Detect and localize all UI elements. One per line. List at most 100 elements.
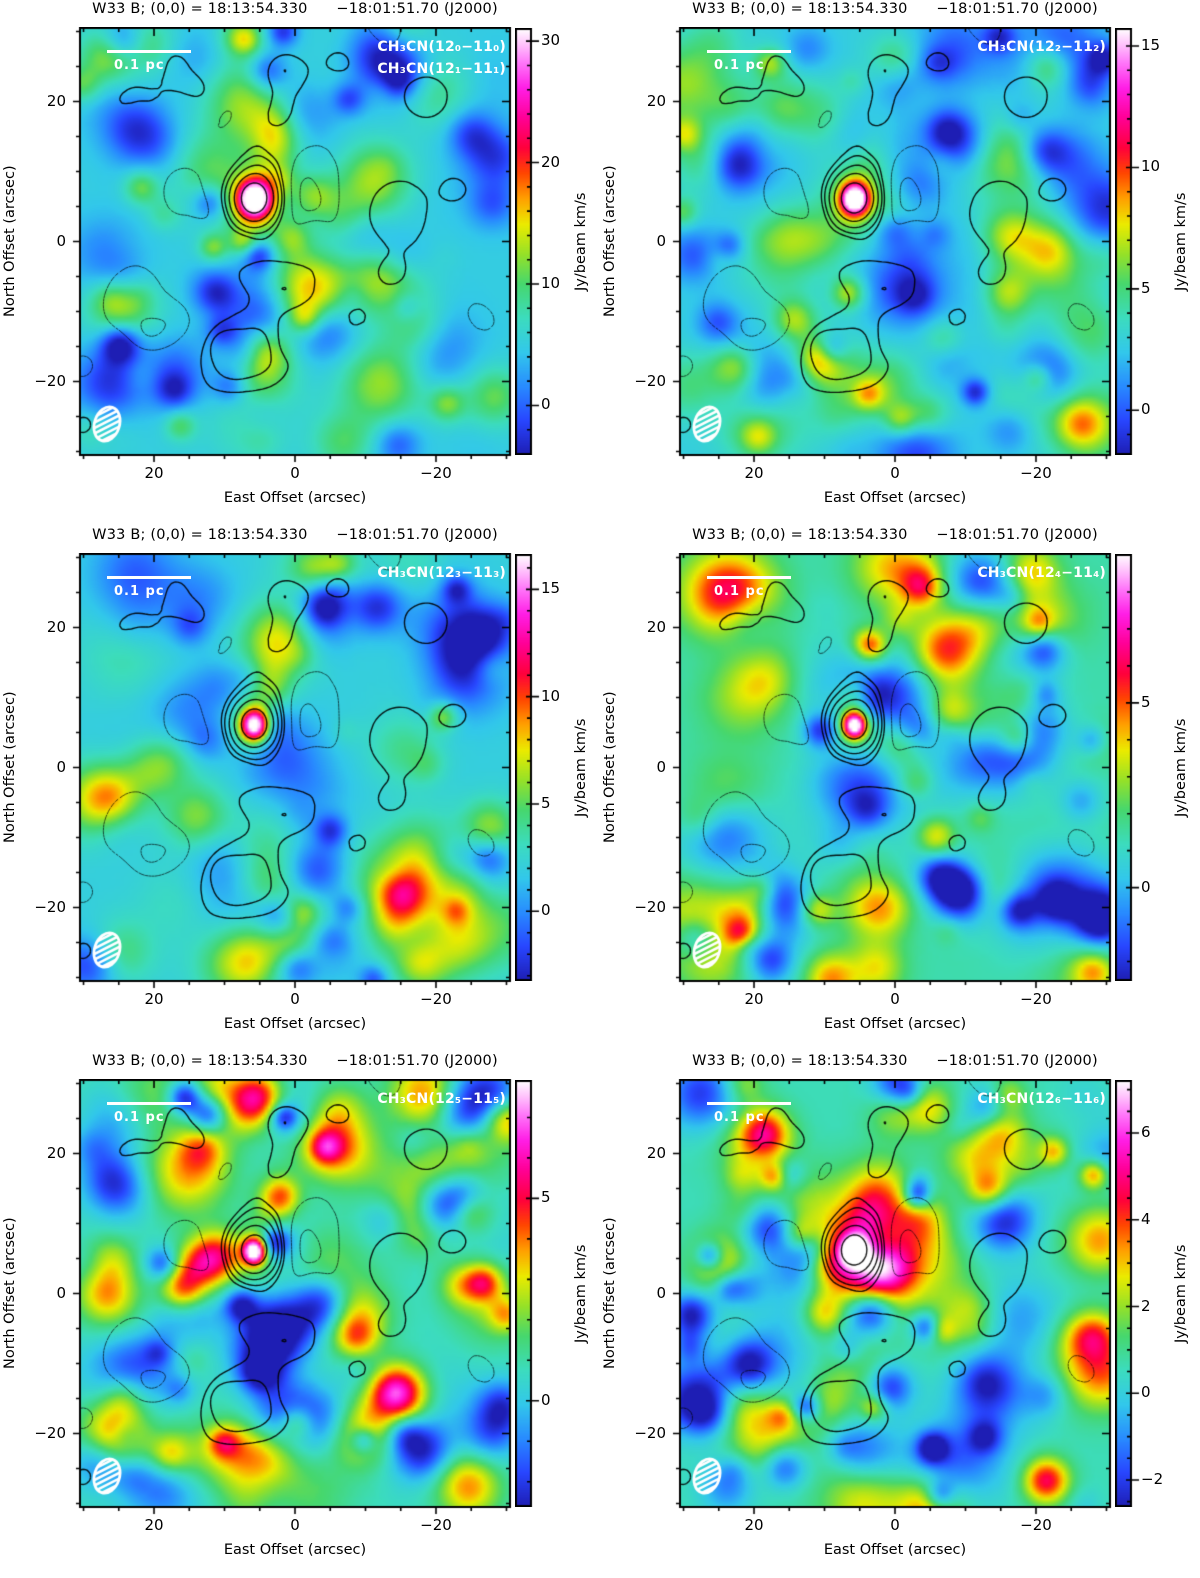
panel-title: W33 B; (0,0) = 18:13:54.330 −18:01:51.70…: [92, 1053, 498, 1069]
y-tick-label: 20: [646, 617, 666, 636]
x-axis-label: East Offset (arcsec): [823, 490, 967, 506]
transition-line-2: CH₃CN(12₁−11₁): [377, 61, 506, 77]
transition-line-1: CH₃CN(12₅−11₅): [377, 1091, 506, 1107]
intensity-map-canvas: [672, 553, 1112, 989]
y-tick-label: 0: [656, 231, 666, 250]
colorbar-tick-label: 0: [1141, 1383, 1151, 1402]
intensity-map-canvas: [672, 1079, 1112, 1515]
colorbar-unit-label: Jy/beam km/s: [1173, 192, 1189, 291]
x-tick-label: −20: [420, 464, 452, 482]
x-tick-label: −20: [1020, 464, 1052, 482]
colorbar-tick-label: 5: [541, 793, 551, 812]
colorbar-canvas: [1115, 554, 1141, 981]
colorbar-unit-label: Jy/beam km/s: [573, 192, 589, 291]
colorbar-tick-label: 6: [1141, 1123, 1151, 1142]
colorbar-tick-label: 10: [1141, 157, 1161, 176]
colorbar-unit-label: Jy/beam km/s: [573, 1244, 589, 1343]
colorbar-unit-label: Jy/beam km/s: [1173, 1244, 1189, 1343]
x-tick-label: 20: [144, 990, 164, 1008]
colorbar-tick-label: 15: [1141, 36, 1161, 54]
x-tick-label: −20: [420, 1516, 452, 1534]
transition-label: CH₃CN(12₀−11₀) CH₃CN(12₁−11₁): [377, 36, 506, 80]
transition-line-1: CH₃CN(12₆−11₆): [977, 1091, 1106, 1107]
colorbar-canvas: [515, 554, 541, 981]
x-axis-label: East Offset (arcsec): [823, 1016, 967, 1032]
colorbar-tick-label: 0: [541, 395, 551, 414]
colorbar-tick-label: 10: [541, 686, 561, 705]
y-tick-label: 0: [56, 231, 66, 250]
x-axis-label: East Offset (arcsec): [823, 1542, 967, 1558]
x-tick-label: −20: [420, 990, 452, 1008]
map-panel-k5: W33 B; (0,0) = 18:13:54.330 −18:01:51.70…: [0, 1052, 600, 1578]
scalebar-line: [107, 576, 191, 579]
x-tick-label: 20: [744, 464, 764, 482]
colorbar-tick-label: 0: [541, 1390, 551, 1409]
scalebar-label: 0.1 pc: [714, 58, 765, 73]
x-tick-label: 20: [744, 990, 764, 1008]
intensity-map-canvas: [72, 1079, 512, 1515]
map-panel-k0k1: W33 B; (0,0) = 18:13:54.330 −18:01:51.70…: [0, 0, 600, 526]
x-axis-label: East Offset (arcsec): [223, 490, 367, 506]
scalebar-label: 0.1 pc: [114, 1110, 165, 1125]
y-tick-label: 20: [646, 1143, 666, 1162]
scalebar-label: 0.1 pc: [114, 58, 165, 73]
colorbar-canvas: [515, 28, 541, 455]
transition-label: CH₃CN(12₃−11₃): [377, 562, 506, 584]
x-tick-label: 0: [290, 464, 300, 482]
colorbar-unit-label: Jy/beam km/s: [1173, 718, 1189, 817]
colorbar-tick-label: 2: [1141, 1296, 1151, 1315]
x-tick-label: 0: [290, 1516, 300, 1534]
x-tick-label: 20: [744, 1516, 764, 1534]
scalebar-label: 0.1 pc: [714, 584, 765, 599]
x-axis-label: East Offset (arcsec): [223, 1542, 367, 1558]
panel-title: W33 B; (0,0) = 18:13:54.330 −18:01:51.70…: [692, 1, 1098, 17]
colorbar-tick-label: 30: [541, 31, 561, 50]
transition-label: CH₃CN(12₂−11₂): [977, 36, 1106, 58]
x-tick-label: −20: [1020, 990, 1052, 1008]
y-tick-label: −20: [34, 897, 66, 916]
colorbar-tick-label: −2: [1141, 1469, 1164, 1488]
x-tick-label: 20: [144, 464, 164, 482]
y-tick-label: 0: [656, 1283, 666, 1302]
panel-title: W33 B; (0,0) = 18:13:54.330 −18:01:51.70…: [692, 527, 1098, 543]
map-panel-k3: W33 B; (0,0) = 18:13:54.330 −18:01:51.70…: [0, 526, 600, 1052]
transition-label: CH₃CN(12₅−11₅): [377, 1088, 506, 1110]
colorbar-tick-label: 0: [1141, 400, 1151, 419]
colorbar-canvas: [1115, 1080, 1141, 1507]
colorbar-tick-label: 4: [1141, 1209, 1151, 1228]
panel-title: W33 B; (0,0) = 18:13:54.330 −18:01:51.70…: [92, 1, 498, 17]
colorbar-tick-label: 0: [541, 901, 551, 920]
map-panel-k6: W33 B; (0,0) = 18:13:54.330 −18:01:51.70…: [600, 1052, 1200, 1578]
y-tick-label: 0: [56, 757, 66, 776]
colorbar-tick-label: 15: [541, 579, 561, 598]
scalebar-line: [707, 1102, 791, 1105]
map-panel-k4: W33 B; (0,0) = 18:13:54.330 −18:01:51.70…: [600, 526, 1200, 1052]
map-panel-k2: W33 B; (0,0) = 18:13:54.330 −18:01:51.70…: [600, 0, 1200, 526]
transition-line-1: CH₃CN(12₃−11₃): [377, 565, 506, 581]
panel-title: W33 B; (0,0) = 18:13:54.330 −18:01:51.70…: [92, 527, 498, 543]
x-axis-label: East Offset (arcsec): [223, 1016, 367, 1032]
scalebar-line: [107, 50, 191, 53]
colorbar-canvas: [515, 1080, 541, 1507]
x-tick-label: 0: [890, 464, 900, 482]
x-tick-label: 0: [890, 1516, 900, 1534]
y-tick-label: −20: [34, 371, 66, 390]
y-tick-label: −20: [634, 1423, 666, 1442]
y-tick-label: −20: [34, 1423, 66, 1442]
x-tick-label: −20: [1020, 1516, 1052, 1534]
y-tick-label: 20: [646, 91, 666, 110]
panel-title: W33 B; (0,0) = 18:13:54.330 −18:01:51.70…: [692, 1053, 1098, 1069]
x-tick-label: 0: [290, 990, 300, 1008]
y-tick-label: 0: [656, 757, 666, 776]
colorbar-tick-label: 0: [1141, 877, 1151, 896]
colorbar-tick-label: 5: [1141, 692, 1151, 711]
scalebar-line: [107, 1102, 191, 1105]
transition-label: CH₃CN(12₄−11₄): [977, 562, 1106, 584]
y-tick-label: 20: [46, 617, 66, 636]
transition-line-1: CH₃CN(12₄−11₄): [977, 565, 1106, 581]
y-tick-label: 20: [46, 91, 66, 110]
x-tick-label: 0: [890, 990, 900, 1008]
scalebar-line: [707, 50, 791, 53]
x-tick-label: 20: [144, 1516, 164, 1534]
transition-line-1: CH₃CN(12₂−11₂): [977, 39, 1106, 55]
